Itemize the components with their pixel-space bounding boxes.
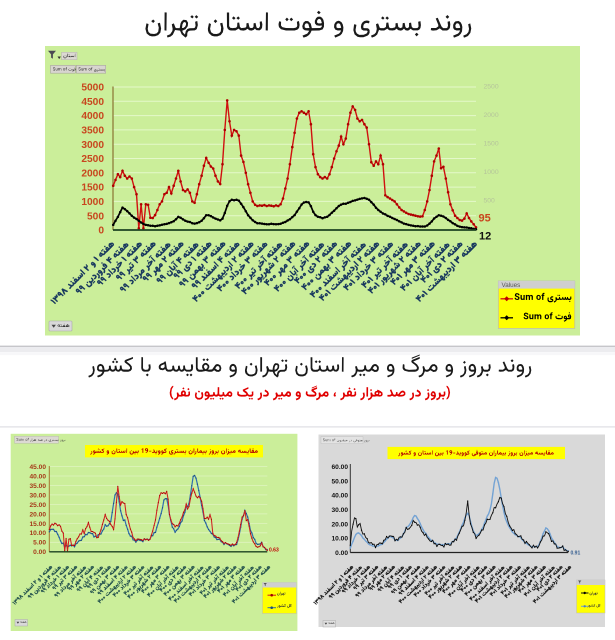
svg-text:4000: 4000 — [81, 111, 104, 122]
svg-text:0.63: 0.63 — [269, 548, 279, 554]
svg-text:4500: 4500 — [81, 97, 104, 108]
svg-text:20.00: 20.00 — [331, 521, 348, 528]
svg-text:3500: 3500 — [81, 126, 104, 137]
svg-text:60.00: 60.00 — [331, 464, 348, 471]
svg-text:30.00: 30.00 — [331, 507, 348, 514]
svg-text:40.00: 40.00 — [331, 493, 348, 500]
svg-text:3000: 3000 — [81, 140, 104, 151]
svg-text:40.00: 40.00 — [29, 473, 46, 480]
svg-text:1000: 1000 — [484, 169, 499, 176]
svg-text:0.00: 0.00 — [33, 549, 46, 556]
svg-text:500: 500 — [484, 198, 496, 205]
svg-text:2500: 2500 — [81, 154, 104, 165]
svg-text:12: 12 — [479, 231, 491, 243]
svg-text:1500: 1500 — [81, 183, 104, 194]
svg-text:35.00: 35.00 — [29, 483, 46, 490]
svg-text:10.00: 10.00 — [331, 536, 348, 543]
svg-text:45.00: 45.00 — [29, 464, 46, 471]
svg-text:Values: Values — [502, 282, 521, 289]
svg-text:2500: 2500 — [484, 83, 499, 90]
svg-text:15.00: 15.00 — [29, 521, 46, 528]
svg-text:0.91: 0.91 — [571, 551, 581, 557]
svg-text:50.00: 50.00 — [331, 478, 348, 485]
svg-text:30.00: 30.00 — [29, 492, 46, 499]
svg-text:95: 95 — [479, 213, 491, 225]
svg-text:0: 0 — [98, 226, 104, 237]
svg-text:10.00: 10.00 — [29, 530, 46, 537]
svg-text:5000: 5000 — [81, 83, 104, 94]
svg-text:25.00: 25.00 — [29, 502, 46, 509]
svg-text:1500: 1500 — [484, 141, 499, 148]
svg-text:0.00: 0.00 — [335, 550, 348, 557]
svg-text:2000: 2000 — [484, 112, 499, 119]
svg-text:2000: 2000 — [81, 168, 104, 179]
svg-text:5.00: 5.00 — [33, 540, 46, 547]
svg-text:500: 500 — [87, 211, 104, 222]
svg-text:20.00: 20.00 — [29, 511, 46, 518]
svg-text:1000: 1000 — [81, 197, 104, 208]
